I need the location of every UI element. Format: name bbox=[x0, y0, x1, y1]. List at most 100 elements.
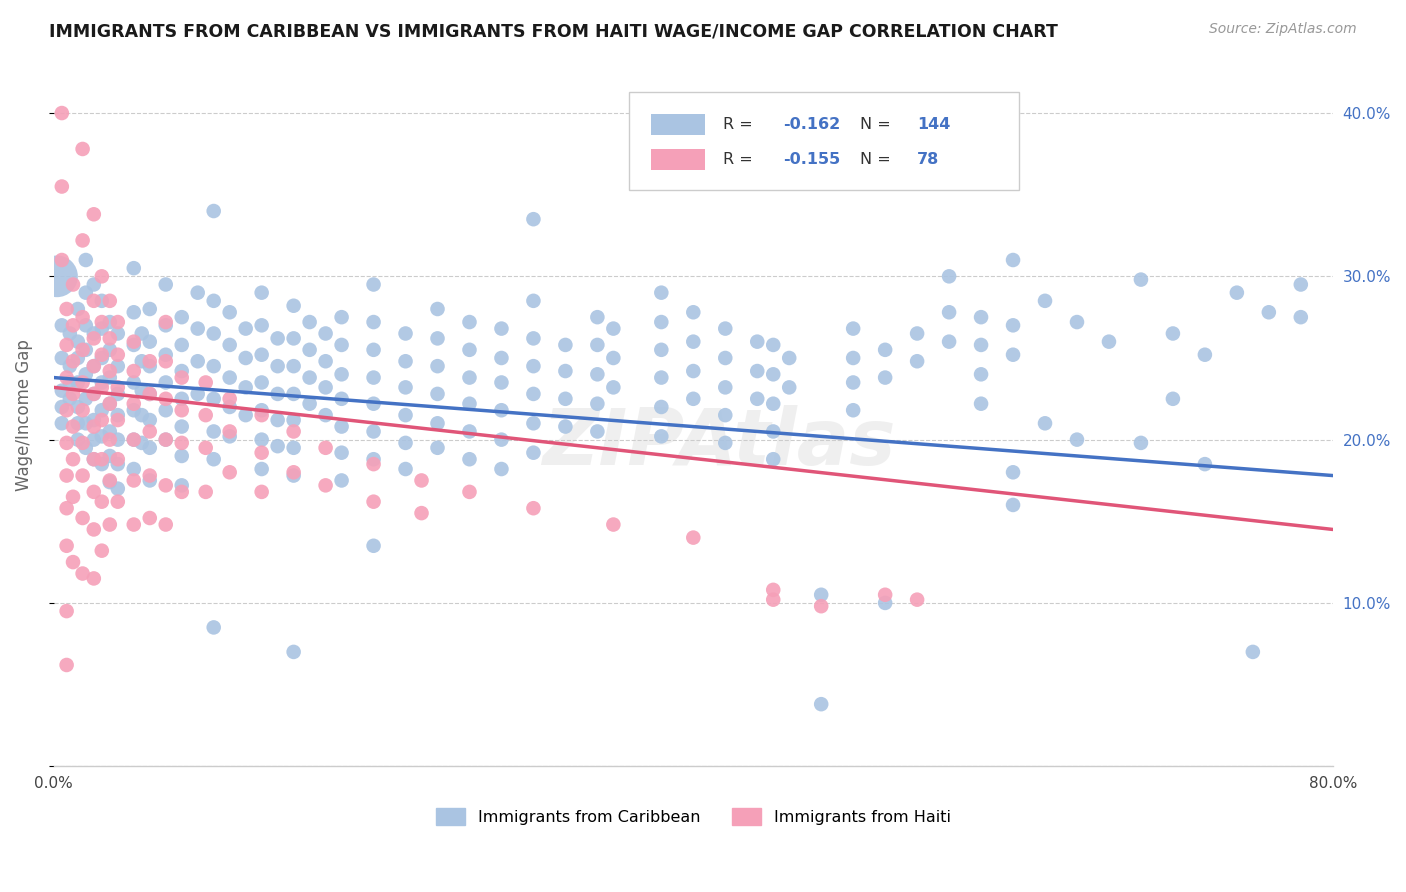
Point bbox=[602, 380, 624, 394]
Point bbox=[98, 315, 121, 329]
Point bbox=[194, 484, 217, 499]
Point bbox=[62, 277, 84, 292]
Point bbox=[139, 413, 162, 427]
Point bbox=[202, 425, 225, 439]
Point bbox=[315, 478, 337, 492]
Point bbox=[75, 343, 97, 357]
Point bbox=[762, 397, 785, 411]
Point bbox=[747, 334, 769, 349]
Point bbox=[363, 539, 385, 553]
Point bbox=[170, 436, 193, 450]
Point bbox=[762, 338, 785, 352]
Point bbox=[170, 419, 193, 434]
Point bbox=[842, 376, 865, 390]
Point bbox=[83, 413, 105, 427]
Point bbox=[394, 462, 416, 476]
Point bbox=[170, 403, 193, 417]
Point bbox=[315, 408, 337, 422]
Point bbox=[155, 403, 177, 417]
Point bbox=[155, 433, 177, 447]
Point bbox=[747, 392, 769, 406]
Point bbox=[218, 429, 240, 443]
Point bbox=[122, 462, 145, 476]
Point bbox=[1226, 285, 1249, 300]
Point bbox=[55, 338, 77, 352]
Point bbox=[90, 348, 112, 362]
Point bbox=[122, 376, 145, 390]
Point bbox=[1066, 433, 1088, 447]
Point bbox=[155, 392, 177, 406]
Point bbox=[250, 433, 273, 447]
Point bbox=[187, 354, 209, 368]
Text: R =: R = bbox=[723, 152, 758, 167]
Point bbox=[107, 482, 129, 496]
Text: IMMIGRANTS FROM CARIBBEAN VS IMMIGRANTS FROM HAITI WAGE/INCOME GAP CORRELATION C: IMMIGRANTS FROM CARIBBEAN VS IMMIGRANTS … bbox=[49, 22, 1059, 40]
Text: N =: N = bbox=[859, 152, 896, 167]
Point bbox=[51, 417, 73, 431]
Point bbox=[155, 315, 177, 329]
Point bbox=[554, 392, 576, 406]
Point bbox=[131, 408, 153, 422]
Point bbox=[55, 604, 77, 618]
Point bbox=[491, 321, 513, 335]
Point bbox=[283, 359, 305, 373]
Point bbox=[75, 368, 97, 382]
Point bbox=[602, 321, 624, 335]
Point bbox=[83, 293, 105, 308]
Point bbox=[202, 326, 225, 341]
Point bbox=[363, 343, 385, 357]
Point bbox=[98, 293, 121, 308]
Point bbox=[131, 354, 153, 368]
Y-axis label: Wage/Income Gap: Wage/Income Gap bbox=[15, 339, 32, 491]
Point bbox=[1066, 315, 1088, 329]
Point bbox=[66, 376, 89, 390]
Point bbox=[250, 285, 273, 300]
Point bbox=[778, 380, 800, 394]
Point bbox=[1002, 348, 1025, 362]
Point bbox=[55, 468, 77, 483]
Point bbox=[682, 392, 704, 406]
Point bbox=[202, 293, 225, 308]
Point bbox=[72, 310, 94, 325]
Point bbox=[1289, 277, 1312, 292]
Point bbox=[75, 285, 97, 300]
Point bbox=[98, 397, 121, 411]
Point bbox=[522, 331, 544, 345]
Point bbox=[714, 436, 737, 450]
Point bbox=[139, 301, 162, 316]
Point bbox=[170, 484, 193, 499]
Point bbox=[586, 397, 609, 411]
Point bbox=[315, 441, 337, 455]
Point bbox=[51, 318, 73, 333]
Point bbox=[810, 588, 832, 602]
Point bbox=[330, 338, 353, 352]
Point bbox=[714, 408, 737, 422]
Point bbox=[554, 419, 576, 434]
Point bbox=[842, 351, 865, 365]
Point bbox=[83, 359, 105, 373]
Point bbox=[330, 368, 353, 382]
Point bbox=[90, 269, 112, 284]
Point bbox=[1098, 334, 1121, 349]
Point bbox=[83, 484, 105, 499]
Point bbox=[139, 359, 162, 373]
Point bbox=[83, 387, 105, 401]
Point bbox=[155, 376, 177, 390]
Point bbox=[283, 645, 305, 659]
Point bbox=[363, 315, 385, 329]
Point bbox=[970, 338, 993, 352]
Point bbox=[491, 462, 513, 476]
Point bbox=[83, 387, 105, 401]
Point bbox=[170, 392, 193, 406]
Point bbox=[62, 490, 84, 504]
Point bbox=[875, 596, 897, 610]
Point bbox=[131, 326, 153, 341]
Point bbox=[72, 343, 94, 357]
Text: ZIPAtlas: ZIPAtlas bbox=[543, 405, 896, 481]
Point bbox=[250, 348, 273, 362]
Point bbox=[1002, 318, 1025, 333]
Point bbox=[298, 315, 321, 329]
Point bbox=[938, 305, 960, 319]
Point bbox=[491, 376, 513, 390]
Point bbox=[90, 413, 112, 427]
